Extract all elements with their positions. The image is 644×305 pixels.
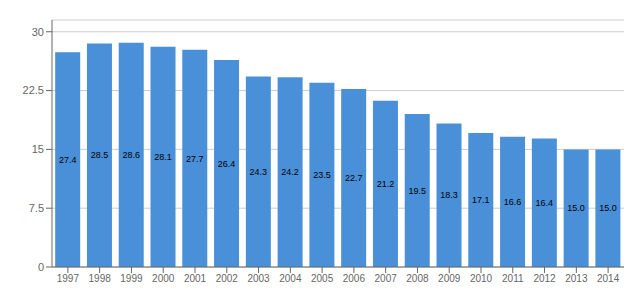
svg-text:2011: 2011 [502,273,524,284]
svg-text:28.1: 28.1 [154,152,172,162]
svg-text:1997: 1997 [57,273,80,284]
svg-text:19.5: 19.5 [408,186,426,196]
svg-text:2007: 2007 [375,273,398,284]
svg-text:2010: 2010 [470,273,493,284]
svg-text:16.6: 16.6 [504,197,522,207]
svg-text:15.0: 15.0 [599,203,617,213]
svg-text:1998: 1998 [89,273,112,284]
svg-text:0: 0 [38,261,44,273]
svg-text:16.4: 16.4 [536,198,554,208]
svg-text:26.4: 26.4 [218,159,236,169]
svg-text:17.1: 17.1 [472,195,490,205]
svg-text:2003: 2003 [247,273,270,284]
svg-text:18.3: 18.3 [440,190,458,200]
svg-text:2002: 2002 [216,273,239,284]
svg-text:28.5: 28.5 [91,150,109,160]
svg-text:15: 15 [32,143,44,155]
svg-text:2001: 2001 [184,273,207,284]
svg-text:24.2: 24.2 [281,167,299,177]
svg-text:1999: 1999 [120,273,143,284]
svg-text:22.7: 22.7 [345,173,363,183]
svg-text:27.4: 27.4 [59,155,77,165]
svg-text:7.5: 7.5 [29,202,44,214]
svg-text:2005: 2005 [311,273,334,284]
svg-text:22.5: 22.5 [23,84,44,96]
svg-text:2013: 2013 [565,273,588,284]
svg-text:2009: 2009 [438,273,461,284]
svg-text:27.7: 27.7 [186,154,204,164]
svg-text:24.3: 24.3 [250,167,268,177]
svg-text:15.0: 15.0 [567,203,585,213]
svg-text:23.5: 23.5 [313,170,331,180]
svg-text:28.6: 28.6 [122,150,140,160]
svg-text:2012: 2012 [533,273,556,284]
svg-text:2008: 2008 [406,273,429,284]
svg-text:2006: 2006 [343,273,366,284]
svg-text:2000: 2000 [152,273,175,284]
svg-text:2014: 2014 [597,273,620,284]
svg-text:2004: 2004 [279,273,302,284]
svg-text:30: 30 [32,26,44,38]
svg-text:21.2: 21.2 [377,179,395,189]
